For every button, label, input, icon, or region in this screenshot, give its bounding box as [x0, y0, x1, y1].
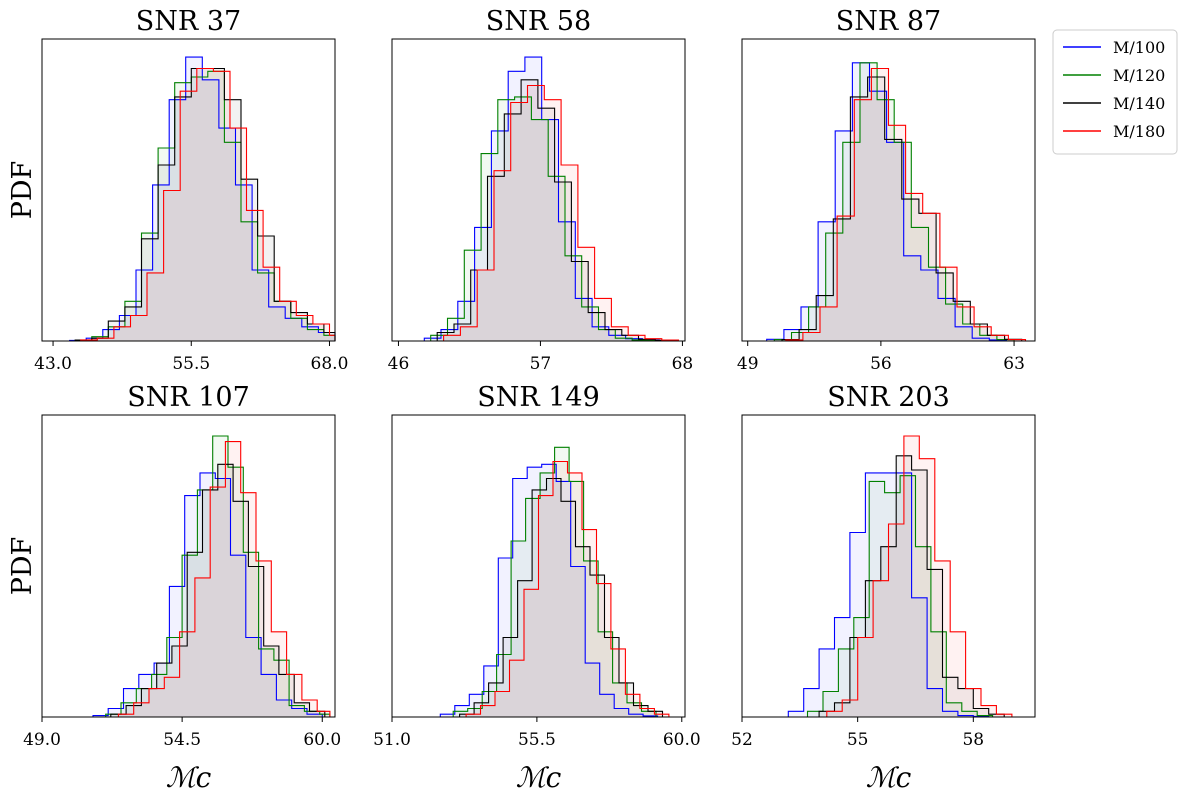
panel-3: SNR 87 49 56 63 [737, 6, 1036, 374]
panel-4-histogram-m-180 [117, 441, 331, 717]
panel-3-xtick-label: 63 [1003, 354, 1025, 374]
panel-5-fill-m-180 [466, 461, 669, 717]
panel-6-xtick-label: 55 [847, 730, 869, 750]
panel-5-histogram-m-140 [459, 477, 664, 717]
panel-4-xtick-label: 49.0 [23, 730, 61, 750]
y-axis-label: PDF [7, 537, 38, 596]
panel-4-fill-m-140 [110, 464, 325, 717]
panel-3-xtick-label: 56 [870, 354, 892, 374]
y-axis-label: PDF [7, 161, 38, 220]
legend-box [1052, 29, 1178, 155]
legend-label-m-100: M/100 [1113, 38, 1165, 57]
panel-1-xtick-label: 68.0 [311, 354, 349, 374]
panel-2-xtick-label: 68 [672, 354, 694, 374]
panel-4-title: SNR 107 [127, 382, 250, 413]
panel-1-fill-m-120 [75, 71, 335, 342]
panel-2-frame [391, 38, 686, 342]
panel-1-title: SNR 37 [136, 6, 241, 37]
panel-3-fill-m-120 [774, 62, 1015, 342]
panel-2-fill-m-180 [443, 85, 679, 341]
panel-6-histogram-m-180 [826, 435, 1013, 717]
legend-label-m-180: M/180 [1113, 122, 1165, 141]
legend: M/100 M/120 M/140 M/180 [1052, 29, 1178, 155]
legend-label-m-120: M/120 [1113, 66, 1165, 85]
panel-2-xtick-label: 57 [530, 354, 552, 374]
panel-6-xtick-label: 52 [731, 730, 753, 750]
panel-3-title: SNR 87 [836, 6, 941, 37]
panel-6-frame [741, 414, 1036, 718]
panel-2-histogram-m-120 [430, 96, 667, 341]
panel-3-histogram-m-100 [766, 62, 1008, 341]
panel-5-xtick-label: 51.0 [373, 730, 411, 750]
panel-6-fill-m-180 [826, 436, 1012, 717]
panel-6-title: SNR 203 [827, 382, 950, 413]
panel-4-fill-m-100 [93, 472, 323, 717]
panel-6-histogram-m-140 [818, 455, 1005, 717]
panel-2-title: SNR 58 [486, 6, 591, 37]
panel-1: SNR 37 43.0 55.5 68.0 PDF [7, 6, 348, 374]
panel-5: SNR 149 51.0 55.5 60.0 ℳc [373, 382, 701, 794]
x-axis-label: ℳc [866, 761, 912, 794]
panel-5-xtick-label: 55.5 [518, 730, 556, 750]
x-axis-label: ℳc [516, 761, 562, 794]
panel-3-histogram-m-140 [781, 76, 1023, 341]
panel-3-fill-m-100 [766, 62, 1007, 342]
panel-1-xtick-label: 43.0 [34, 354, 72, 374]
panel-3-xtick-label: 49 [737, 354, 759, 374]
panel-6-fill-m-120 [807, 475, 993, 717]
panel-4: SNR 107 49.0 54.5 60.0 PDF ℳc [7, 382, 341, 794]
panel-2-fill-m-120 [430, 96, 666, 342]
panel-4-fill-m-180 [118, 441, 330, 717]
panel-3-fill-m-180 [785, 68, 1026, 341]
panel-5-fill-m-100 [440, 464, 658, 717]
panel-6: SNR 203 52 55 58 ℳc [731, 382, 1036, 794]
panel-3-fill-m-140 [782, 77, 1022, 341]
panel-2-histogram-m-180 [443, 84, 680, 341]
panel-5-xtick-label: 60.0 [663, 730, 701, 750]
panel-5-fill-m-120 [453, 447, 656, 717]
panel-1-frame [41, 38, 336, 342]
legend-label-m-140: M/140 [1113, 94, 1165, 113]
panel-2-histogram-m-140 [436, 79, 673, 341]
panel-1-xtick-label: 55.5 [172, 354, 210, 374]
panel-1-fill-m-180 [80, 68, 335, 341]
panel-5-histogram-m-100 [439, 463, 659, 717]
panel-3-histogram-m-120 [773, 62, 1015, 341]
panel-2-histogram-m-100 [423, 56, 677, 341]
panel-6-xtick-label: 58 [962, 730, 984, 750]
panel-4-xtick-label: 60.0 [303, 730, 341, 750]
x-axis-label: ℳc [166, 761, 212, 794]
panel-3-histogram-m-180 [785, 67, 1027, 341]
panel-4-xtick-label: 54.5 [163, 730, 201, 750]
panel-2: SNR 58 46 57 68 [388, 6, 694, 374]
panel-5-frame [391, 414, 686, 718]
panel-5-title: SNR 149 [477, 382, 600, 413]
panel-4-frame [41, 414, 336, 718]
panel-4-histogram-m-140 [110, 463, 326, 717]
panel-1-histogram-m-180 [80, 67, 336, 341]
panel-3-frame [741, 38, 1036, 342]
panel-2-fill-m-140 [437, 79, 673, 342]
panel-5-histogram-m-180 [465, 460, 670, 717]
panel-5-histogram-m-120 [452, 446, 657, 717]
panel-6-histogram-m-100 [787, 472, 990, 717]
panel-4-histogram-m-120 [105, 435, 331, 717]
panel-5-fill-m-140 [459, 478, 663, 717]
panel-2-xtick-label: 46 [388, 354, 410, 374]
panel-6-histogram-m-120 [806, 475, 994, 717]
panel-4-fill-m-120 [105, 436, 330, 717]
